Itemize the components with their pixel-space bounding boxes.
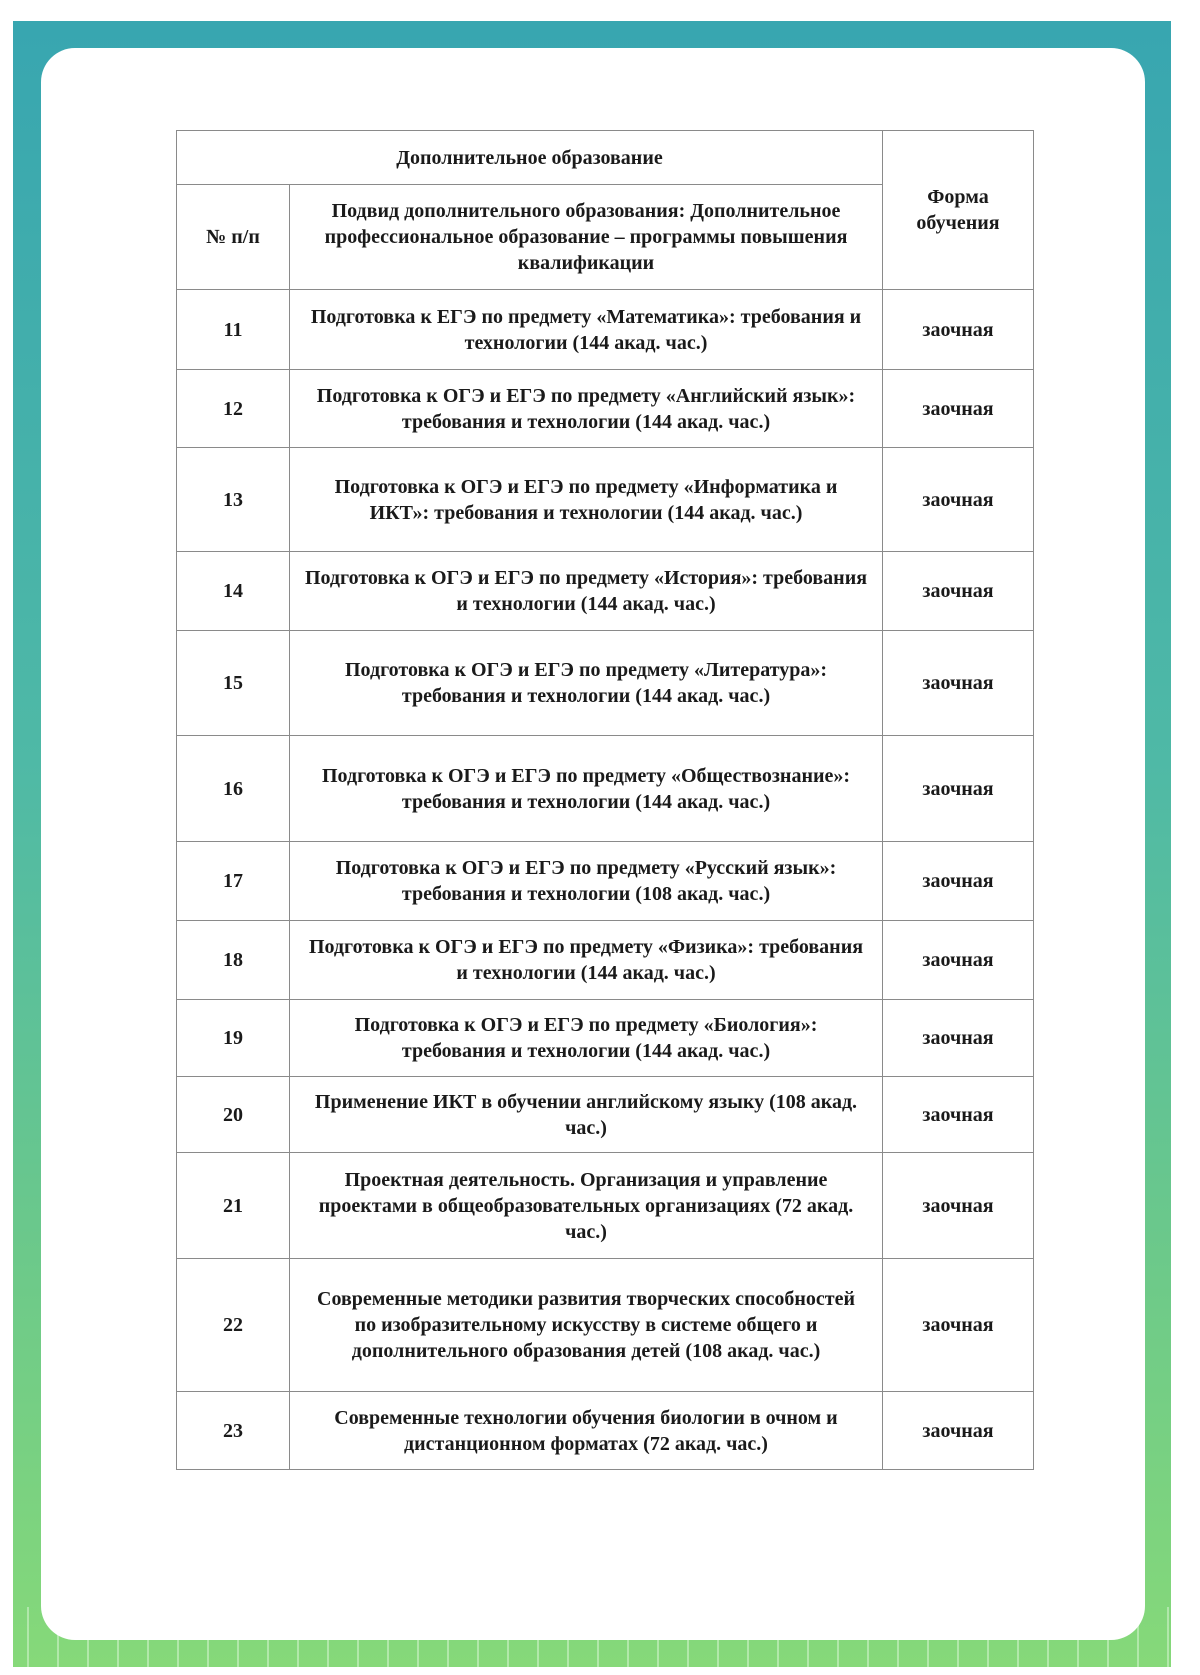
study-form: заочная: [882, 1391, 1034, 1470]
table-row: 15 Подготовка к ОГЭ и ЕГЭ по предмету «Ли…: [176, 630, 1034, 736]
program-title: Подготовка к ОГЭ и ЕГЭ по предмету «Англ…: [289, 369, 883, 448]
row-number: 19: [176, 999, 290, 1077]
group-header: Дополнительное образование: [176, 130, 883, 185]
program-title: Подготовка к ОГЭ и ЕГЭ по предмету «Обще…: [289, 735, 883, 842]
table-row: 21 Проектная деятельность. Организация и …: [176, 1152, 1034, 1259]
table-row: 17 Подготовка к ОГЭ и ЕГЭ по предмету «Ру…: [176, 841, 1034, 921]
row-number: 22: [176, 1258, 290, 1392]
study-form: заочная: [882, 1076, 1034, 1153]
table-row: 23 Современные технологии обучения биолог…: [176, 1391, 1034, 1470]
table-row: 16 Подготовка к ОГЭ и ЕГЭ по предмету «Об…: [176, 735, 1034, 842]
col-header-num: № п/п: [176, 184, 290, 290]
table-group-header-row: Дополнительное образование Форма обучени…: [176, 130, 1034, 290]
program-title: Подготовка к ОГЭ и ЕГЭ по предмету «Биол…: [289, 999, 883, 1077]
row-number: 17: [176, 841, 290, 921]
table-row: 20 Применение ИКТ в обучении английскому …: [176, 1076, 1034, 1153]
col-header-subtype: Подвид дополнительного образования: Допо…: [289, 184, 883, 290]
row-number: 12: [176, 369, 290, 448]
program-title: Подготовка к ОГЭ и ЕГЭ по предмету «Лите…: [289, 630, 883, 736]
study-form: заочная: [882, 289, 1034, 370]
col-header-form: Форма обучения: [882, 130, 1034, 290]
study-form: заочная: [882, 999, 1034, 1077]
program-title: Современные методики развития творческих…: [289, 1258, 883, 1392]
row-number: 18: [176, 920, 290, 1000]
study-form: заочная: [882, 1152, 1034, 1259]
table-row: 19 Подготовка к ОГЭ и ЕГЭ по предмету «Би…: [176, 999, 1034, 1077]
table-row: 12 Подготовка к ОГЭ и ЕГЭ по предмету «Ан…: [176, 369, 1034, 448]
row-number: 20: [176, 1076, 290, 1153]
row-number: 11: [176, 289, 290, 370]
study-form: заочная: [882, 447, 1034, 552]
study-form: заочная: [882, 920, 1034, 1000]
row-number: 14: [176, 551, 290, 631]
study-form: заочная: [882, 369, 1034, 448]
program-title: Проектная деятельность. Организация и уп…: [289, 1152, 883, 1259]
study-form: заочная: [882, 630, 1034, 736]
program-title: Подготовка к ЕГЭ по предмету «Математика…: [289, 289, 883, 370]
program-title: Современные технологии обучения биологии…: [289, 1391, 883, 1470]
row-number: 21: [176, 1152, 290, 1259]
row-number: 13: [176, 447, 290, 552]
program-title: Применение ИКТ в обучении английскому яз…: [289, 1076, 883, 1153]
program-title: Подготовка к ОГЭ и ЕГЭ по предмету «Русс…: [289, 841, 883, 921]
study-form: заочная: [882, 1258, 1034, 1392]
program-title: Подготовка к ОГЭ и ЕГЭ по предмету «Инфо…: [289, 447, 883, 552]
table-row: 18 Подготовка к ОГЭ и ЕГЭ по предмету «Фи…: [176, 920, 1034, 1000]
row-number: 15: [176, 630, 290, 736]
program-title: Подготовка к ОГЭ и ЕГЭ по предмету «Исто…: [289, 551, 883, 631]
table-row: 11 Подготовка к ЕГЭ по предмету «Математи…: [176, 289, 1034, 370]
table-row: 22 Современные методики развития творческ…: [176, 1258, 1034, 1392]
table-row: 13 Подготовка к ОГЭ и ЕГЭ по предмету «Ин…: [176, 447, 1034, 552]
table-header-row: № п/п Подвид дополнительного образования…: [176, 184, 1034, 290]
programs-table: Дополнительное образование Форма обучени…: [176, 130, 1034, 1470]
row-number: 23: [176, 1391, 290, 1470]
study-form: заочная: [882, 551, 1034, 631]
row-number: 16: [176, 735, 290, 842]
table-row: 14 Подготовка к ОГЭ и ЕГЭ по предмету «Ис…: [176, 551, 1034, 631]
study-form: заочная: [882, 735, 1034, 842]
program-title: Подготовка к ОГЭ и ЕГЭ по предмету «Физи…: [289, 920, 883, 1000]
study-form: заочная: [882, 841, 1034, 921]
